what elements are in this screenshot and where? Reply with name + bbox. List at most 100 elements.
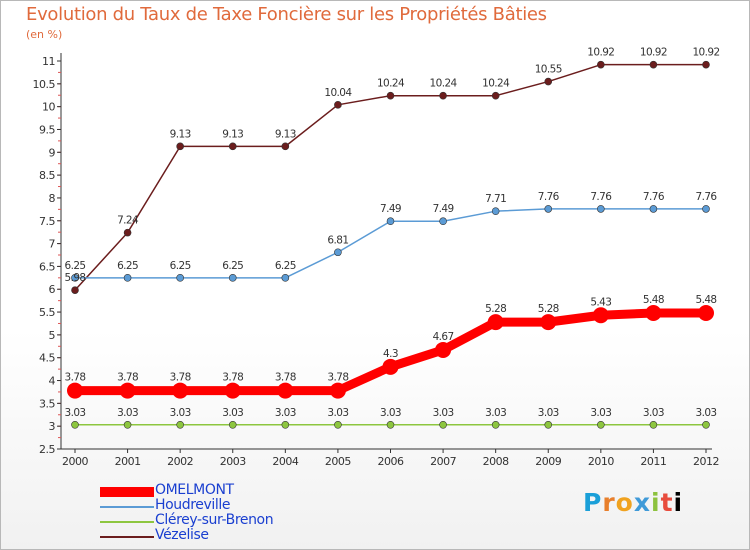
data-label: 4.67 (433, 331, 454, 343)
data-label: 3.03 (643, 407, 664, 419)
legend-item-houdreville: Houdreville (98, 497, 318, 514)
data-point (123, 274, 132, 282)
legend-label: OMELMONT (155, 482, 234, 498)
data-point (544, 77, 553, 86)
x-tick-label: 2012 (693, 455, 719, 468)
x-tick-label: 2000 (62, 455, 88, 468)
data-label: 7.49 (433, 203, 454, 215)
data-point (123, 421, 132, 429)
data-point (281, 142, 290, 151)
proxiti-logo: Proxiti (583, 488, 684, 517)
data-point (334, 421, 342, 429)
data-label: 3.03 (433, 407, 454, 419)
data-point (176, 274, 184, 282)
legend-swatch (100, 521, 154, 523)
data-point (71, 286, 79, 294)
data-point (698, 304, 714, 321)
data-point (71, 421, 79, 429)
x-tick-label: 2008 (483, 455, 509, 468)
data-label: 7.71 (485, 193, 506, 205)
y-tick-label: 5.5 (39, 306, 55, 319)
data-point (439, 421, 447, 429)
data-point (281, 421, 290, 429)
y-tick-label: 6 (49, 283, 56, 296)
data-point (228, 142, 237, 151)
x-tick-label: 2007 (430, 455, 456, 468)
data-point (172, 382, 189, 399)
legend-label: Vézelise (155, 527, 209, 543)
data-label: 9.13 (222, 128, 243, 140)
data-label: 5.43 (590, 296, 611, 308)
data-label: 3.03 (275, 407, 296, 419)
data-label: 3.03 (170, 407, 191, 419)
data-point (645, 304, 662, 321)
data-label: 3.78 (275, 372, 296, 384)
data-label: 9.13 (275, 128, 296, 140)
data-point (649, 421, 658, 429)
data-point (487, 314, 504, 331)
data-point (334, 101, 342, 109)
data-point (702, 421, 710, 429)
data-label: 3.78 (117, 372, 138, 384)
data-label: 6.25 (222, 260, 243, 272)
y-tick-label: 10 (42, 101, 55, 114)
x-tick-label: 2009 (535, 455, 561, 468)
legend-swatch (100, 506, 154, 508)
data-point (439, 91, 447, 100)
data-point (649, 60, 658, 69)
y-tick-label: 7.5 (39, 215, 55, 228)
y-tick-label: 9.5 (39, 123, 55, 136)
data-point (702, 60, 710, 69)
y-tick-label: 11 (42, 55, 55, 68)
data-point (592, 307, 609, 324)
data-label: 7.76 (538, 191, 560, 203)
data-point (540, 314, 557, 331)
data-label: 3.03 (538, 407, 559, 419)
legend-item-vezelise: Vézelise (98, 527, 318, 544)
data-label: 10.24 (482, 78, 510, 90)
x-tick-label: 2003 (220, 455, 246, 468)
data-label: 3.03 (485, 407, 506, 419)
data-label: 3.03 (65, 407, 86, 419)
data-point (544, 421, 553, 429)
data-point (334, 248, 342, 257)
data-point (544, 205, 553, 213)
data-label: 6.81 (327, 234, 348, 246)
legend-swatch (100, 536, 154, 538)
data-label: 3.03 (590, 407, 611, 419)
data-point (702, 205, 710, 213)
data-point (439, 217, 447, 226)
data-point (119, 382, 136, 399)
data-label: 3.78 (65, 372, 86, 384)
data-label: 10.92 (692, 47, 719, 59)
data-labels: 5.98 7.24 9.13 9.13 9.13 10.04 10.24 10.24 10.24… (65, 47, 721, 419)
chart-title: Evolution du Taux de Taxe Foncière sur l… (26, 4, 547, 25)
data-label: 10.04 (324, 87, 352, 99)
data-label: 6.25 (65, 260, 86, 272)
data-label: 3.03 (222, 407, 243, 419)
data-point (224, 382, 241, 399)
legend: OMELMONT Houdreville Clérey-sur-Brenon V… (98, 482, 318, 544)
y-tick-label: 8.5 (39, 169, 55, 182)
data-point (228, 421, 237, 429)
data-label: 10.92 (640, 47, 667, 59)
data-point (281, 274, 290, 282)
x-tick-label: 2005 (325, 455, 351, 468)
data-label: 10.24 (430, 78, 458, 90)
data-point (491, 207, 500, 215)
data-label: 3.78 (327, 372, 348, 384)
data-point (123, 228, 132, 237)
data-label: 3.78 (170, 372, 191, 384)
data-label: 4.3 (383, 348, 398, 360)
data-label: 5.28 (538, 303, 559, 315)
data-label: 10.55 (535, 64, 562, 76)
data-point (491, 91, 500, 100)
y-tick-label: 10.5 (33, 78, 56, 91)
axes: 2.5 3 3.5 4 4.5 5 5.5 6 6.5 7 7.5 8 8.5 9 9.5 10 10.5 11 2… (33, 53, 720, 468)
data-point (228, 274, 237, 282)
y-tick-label: 5 (49, 329, 56, 342)
data-label: 3.78 (222, 372, 243, 384)
data-label: 3.03 (117, 407, 138, 419)
